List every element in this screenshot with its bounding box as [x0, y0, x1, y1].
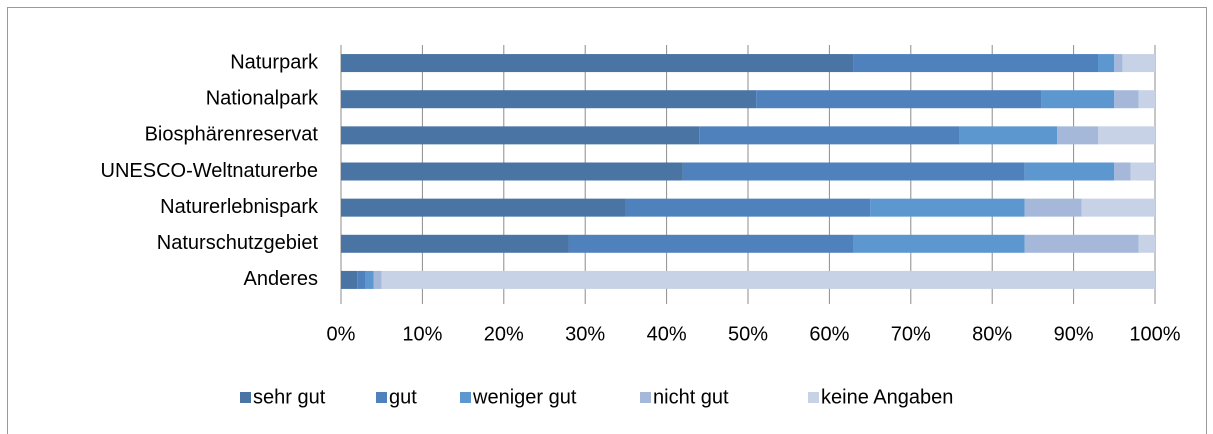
legend-swatch [240, 392, 251, 403]
y-tick-label: Anderes [244, 268, 319, 290]
bar-segment [682, 162, 1025, 181]
bar-segment [1114, 162, 1131, 181]
bar-segment [1138, 234, 1155, 253]
bar-segment [341, 126, 700, 145]
bar-segment [1081, 198, 1155, 217]
bar-segment [341, 90, 757, 109]
bar-segment [853, 234, 1025, 253]
bar-segment [1057, 126, 1099, 145]
legend-swatch [808, 392, 819, 403]
bar-segment [756, 90, 1042, 109]
bar-segment [373, 270, 382, 289]
bar-segment [381, 270, 1155, 289]
legend-swatch [376, 392, 387, 403]
y-tick-label: Biosphärenreservat [145, 124, 319, 146]
legend-label: weniger gut [472, 386, 577, 408]
y-tick-label: Naturerlebnispark [160, 196, 319, 218]
x-tick-label: 80% [972, 323, 1012, 345]
x-tick-label: 70% [891, 323, 931, 345]
bar-segment [568, 234, 854, 253]
legend-label: gut [389, 386, 417, 408]
bar-segment [1098, 126, 1155, 145]
y-tick-label: Naturschutzgebiet [157, 232, 319, 254]
bar-segment [699, 126, 960, 145]
bar-segment [625, 198, 871, 217]
bar-segment [1024, 162, 1115, 181]
bar-segment [1098, 54, 1115, 73]
legend-swatch [460, 392, 471, 403]
bar-segment [853, 54, 1099, 73]
bar-segment [1130, 162, 1155, 181]
legend-swatch [640, 392, 651, 403]
bar-segment [1138, 90, 1155, 109]
y-tick-label: UNESCO-Weltnaturerbe [101, 160, 318, 182]
chart-frame [7, 7, 1207, 434]
bar-segment [870, 198, 1025, 217]
bar-segment [341, 270, 358, 289]
legend-label: keine Angaben [821, 386, 953, 408]
y-tick-label: Nationalpark [206, 87, 319, 109]
bar-segment [1114, 90, 1139, 109]
x-tick-label: 20% [484, 323, 524, 345]
bar-segment [959, 126, 1058, 145]
x-tick-label: 40% [647, 323, 687, 345]
x-tick-label: 0% [327, 323, 356, 345]
x-tick-label: 90% [1054, 323, 1094, 345]
bar-segment [357, 270, 366, 289]
bar-segment [1024, 234, 1139, 253]
bar-segment [341, 198, 626, 217]
x-tick-label: 30% [565, 323, 605, 345]
y-tick-label: Naturpark [230, 51, 319, 73]
x-tick-label: 100% [1129, 323, 1180, 345]
bar-segment [365, 270, 374, 289]
bar-segment [341, 234, 569, 253]
x-tick-label: 60% [809, 323, 849, 345]
x-tick-label: 10% [402, 323, 442, 345]
legend-label: nicht gut [653, 386, 729, 408]
bar-segment [1114, 54, 1123, 73]
x-tick-label: 50% [728, 323, 768, 345]
bar-segment [341, 54, 854, 73]
legend-label: sehr gut [253, 386, 326, 408]
bar-segment [341, 162, 683, 181]
bar-segment [1024, 198, 1082, 217]
bar-segment [1122, 54, 1155, 73]
bar-segment [1041, 90, 1115, 109]
